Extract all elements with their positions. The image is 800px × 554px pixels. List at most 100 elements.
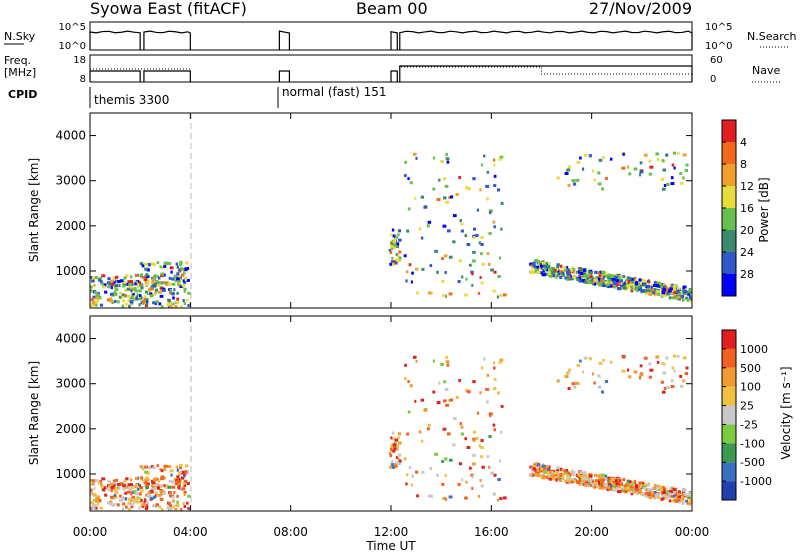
power-cell [159, 281, 163, 285]
velocity-cell [165, 485, 169, 489]
power-cell [391, 228, 395, 232]
power-cell [466, 243, 471, 247]
power-cell [642, 289, 645, 293]
power-cell [477, 291, 481, 295]
power-cell [556, 265, 560, 269]
velocity-cell [601, 486, 605, 490]
power-cell [666, 292, 671, 296]
power-cell [657, 292, 661, 296]
power-cell [669, 283, 673, 287]
power-cell [604, 274, 608, 278]
velocity-cell [144, 470, 148, 474]
velocity-cell [585, 477, 589, 481]
power-cell [559, 270, 563, 274]
velocity-cell [609, 480, 612, 484]
velocity-cell [144, 498, 147, 502]
velocity-cell [626, 489, 630, 493]
velocity-cell [183, 490, 187, 494]
velocity-cell [593, 481, 598, 485]
power-cell [159, 265, 162, 269]
power-cell [673, 166, 676, 170]
velocity-colorbar: 1000 500 100 25 -25 -100 -500 -1000 [721, 329, 772, 501]
power-cell [444, 184, 449, 188]
power-cell [92, 276, 96, 280]
power-cell [672, 151, 677, 155]
power-cell [601, 270, 606, 274]
velocity-cell [650, 488, 654, 492]
freq-panel: Freq. [MHz] 18 8 60 0 Nave [4, 54, 780, 85]
power-cell [128, 304, 131, 308]
velocity-cell [493, 387, 497, 391]
colorbar-segment [722, 252, 736, 274]
power-cell [136, 293, 139, 297]
colorbar-frame [721, 329, 737, 501]
velocity-cell [131, 485, 134, 489]
power-cell [107, 277, 111, 281]
power-cell [487, 262, 491, 266]
velocity-cell [607, 479, 611, 483]
power-cell [181, 284, 186, 288]
power-cell [665, 288, 670, 292]
power-y-axis-label: Slant Range [km] [27, 158, 41, 262]
velocity-cell [579, 359, 582, 363]
velocity-cell [648, 362, 652, 366]
power-cell [643, 153, 648, 157]
velocity-cell [541, 464, 546, 468]
velocity-cell [92, 479, 96, 483]
velocity-cell [498, 459, 502, 463]
velocity-cell [452, 443, 456, 447]
velocity-cell [390, 447, 393, 451]
power-cell [434, 249, 439, 253]
power-cell [588, 154, 592, 158]
velocity-cell [150, 490, 154, 494]
velocity-cell [157, 479, 161, 483]
power-cell [689, 297, 693, 301]
velocity-cell [493, 361, 496, 365]
velocity-cell [653, 486, 656, 490]
velocity-cell [546, 475, 550, 479]
power-cell [639, 161, 643, 165]
power-cell [626, 286, 630, 290]
velocity-cell [178, 484, 181, 488]
velocity-cell [174, 508, 178, 512]
power-cell [566, 265, 569, 269]
velocity-cell [182, 470, 185, 474]
power-cell [597, 182, 602, 186]
velocity-cell [407, 410, 411, 414]
power-cell [163, 281, 167, 285]
freq-label-line2: [MHz] [4, 66, 36, 79]
velocity-cell [135, 483, 138, 487]
colorbar-tick-label: 28 [740, 268, 754, 281]
power-cell [138, 281, 141, 285]
velocity-cell [556, 379, 560, 383]
power-cell [455, 193, 459, 197]
power-cell [664, 293, 668, 297]
power-cell [152, 275, 157, 279]
velocity-cell [168, 504, 173, 508]
power-cell [448, 255, 453, 259]
nsky-panel: N.Sky 10^5 10^0 10^5 10^0 N.Search [4, 21, 797, 52]
power-cell [530, 264, 534, 268]
velocity-cell [470, 473, 474, 477]
power-cell [416, 291, 419, 295]
velocity-cell [553, 477, 556, 481]
velocity-cell [138, 497, 142, 501]
power-cell [572, 275, 575, 279]
power-cell [186, 267, 190, 271]
velocity-cell [648, 495, 652, 499]
power-cell [547, 270, 552, 274]
velocity-cell [129, 478, 133, 482]
power-cell [174, 279, 179, 283]
power-cell [534, 270, 538, 274]
velocity-cell [101, 477, 106, 481]
velocity-cell [597, 480, 602, 484]
power-cell [125, 274, 129, 278]
y-tick-label: 4000 [55, 332, 86, 346]
velocity-cell [91, 504, 95, 508]
power-cell [183, 287, 187, 291]
power-cell [423, 205, 428, 209]
velocity-cell [93, 494, 98, 498]
power-cell [140, 273, 143, 277]
power-cell [90, 289, 93, 293]
velocity-cell [572, 478, 575, 482]
